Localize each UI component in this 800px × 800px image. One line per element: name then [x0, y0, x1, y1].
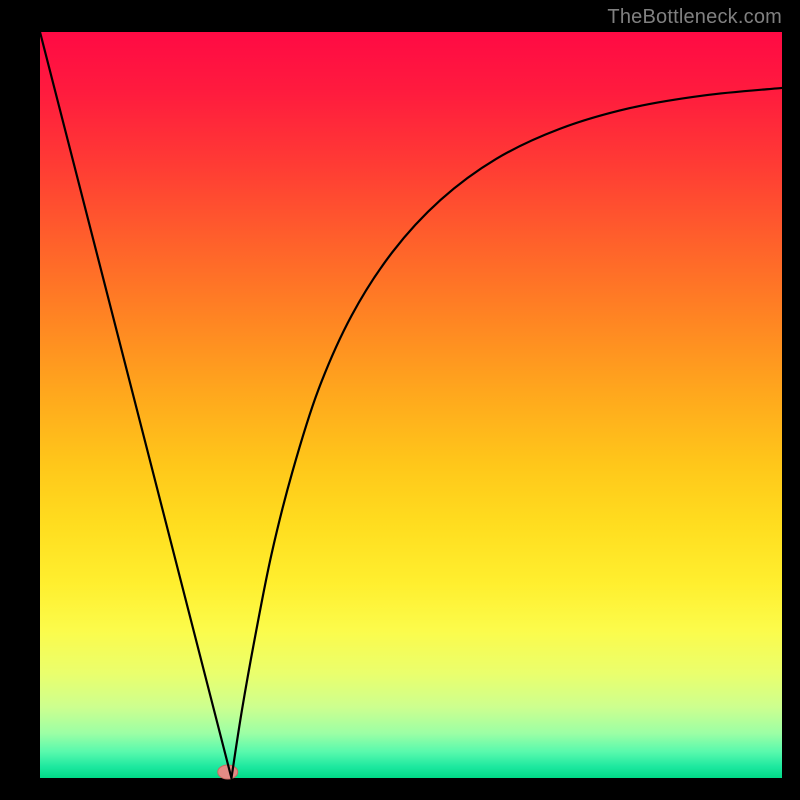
plot-area [40, 32, 782, 778]
left-branch [40, 32, 231, 778]
chart-frame: TheBottleneck.com [0, 0, 800, 800]
curve-layer [40, 32, 782, 778]
watermark-text: TheBottleneck.com [607, 6, 782, 29]
right-branch [231, 88, 782, 778]
